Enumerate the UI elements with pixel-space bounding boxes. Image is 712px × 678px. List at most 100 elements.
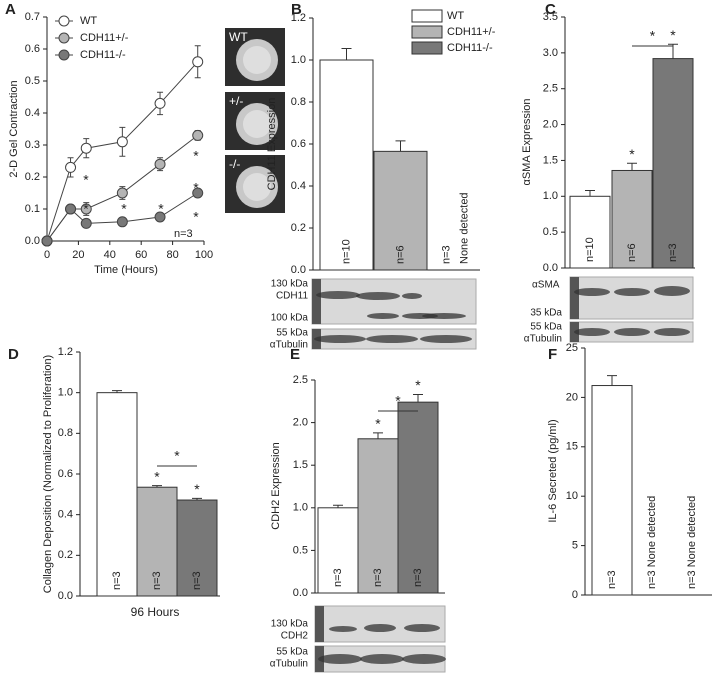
- bracket-star: *: [174, 448, 180, 464]
- blot-band: [316, 291, 360, 299]
- y-tick-label: 1.0: [58, 387, 73, 399]
- y-tick-label: 1.0: [293, 502, 308, 514]
- legend-swatch: [411, 41, 443, 55]
- error-bar: [192, 497, 202, 501]
- error-bar: [341, 47, 352, 60]
- marker: [80, 217, 92, 229]
- marker: [154, 158, 166, 170]
- blot-label: 55 kDa: [276, 647, 308, 658]
- blot-label: 55 kDa: [276, 328, 308, 339]
- bar: [96, 392, 138, 597]
- significance-star: *: [375, 416, 381, 432]
- x-tick-label: 20: [72, 249, 84, 261]
- y-tick-label: 0.6: [58, 468, 73, 480]
- legend-swatch: [411, 25, 443, 39]
- blot-band: [614, 328, 650, 336]
- blot-label: 130 kDa: [271, 619, 309, 630]
- marker: [80, 142, 92, 154]
- bar: [611, 169, 653, 269]
- y-tick-label: 0.2: [25, 171, 40, 183]
- marker: [192, 129, 204, 141]
- y-tick-label: 5: [572, 540, 578, 552]
- y-axis-label: 2-D Gel Contraction: [8, 80, 20, 177]
- legend-label: WT: [80, 15, 97, 27]
- x-tick-label: 40: [104, 249, 116, 261]
- n-label: n=3: [151, 571, 163, 590]
- image-label: +/-: [229, 94, 243, 108]
- marker: [154, 97, 166, 109]
- blot-band: [422, 313, 466, 319]
- x-tick-label: 80: [166, 249, 178, 261]
- n-label: n=6: [394, 245, 406, 264]
- error-bar: [395, 140, 406, 152]
- bar: [591, 385, 633, 596]
- blot-band: [574, 288, 610, 296]
- n-label: n=3 None detected: [646, 496, 658, 589]
- marker: [192, 56, 204, 68]
- blot-edge: [315, 606, 324, 642]
- blot-label: 35 kDa: [530, 308, 562, 319]
- blot-band: [314, 335, 366, 343]
- y-tick-label: 1.2: [291, 12, 306, 24]
- bar: [176, 499, 218, 597]
- legend-label: CDH11-/-: [80, 49, 126, 61]
- n-label: n=6: [626, 243, 638, 262]
- panel-label: D: [8, 346, 19, 363]
- n-label: n=3 None detected: [686, 496, 698, 589]
- legend-label: WT: [447, 10, 464, 22]
- blot-band: [360, 654, 404, 664]
- blot-label: 55 kDa: [530, 322, 562, 333]
- marker: [116, 216, 128, 228]
- bar: [136, 486, 178, 597]
- n-label: n=3: [412, 568, 424, 587]
- y-axis-label: Collagen Deposition (Normalized to Proli…: [42, 355, 54, 593]
- marker: [65, 203, 77, 215]
- blot-label: αTubulin: [270, 659, 308, 670]
- y-tick-label: 0.3: [25, 139, 40, 151]
- blot-band: [654, 328, 690, 336]
- y-tick-label: 1.0: [291, 54, 306, 66]
- y-tick-label: 0.6: [291, 138, 306, 150]
- significance-star: *: [193, 209, 199, 225]
- error-bar: [627, 162, 637, 171]
- n-label: n=10: [584, 237, 596, 262]
- gel-core: [243, 46, 271, 74]
- x-axis-label: 96 Hours: [131, 605, 180, 619]
- y-tick-label: 10: [566, 490, 578, 502]
- gel-core: [243, 173, 271, 201]
- blot-band: [420, 335, 472, 343]
- blot-edge: [312, 279, 321, 324]
- y-axis-label: CDH11 Expression: [266, 98, 278, 191]
- y-tick-label: 0.8: [291, 96, 306, 108]
- y-tick-label: 3.0: [543, 47, 558, 59]
- blot-label: αTubulin: [270, 340, 308, 351]
- significance-star: *: [193, 180, 199, 196]
- y-tick-label: 0.0: [25, 235, 40, 247]
- n-label: n=3: [191, 571, 203, 590]
- marker: [116, 187, 128, 199]
- y-tick-label: 0.7: [25, 11, 40, 23]
- marker: [41, 235, 53, 247]
- n-label: n=3: [667, 243, 679, 262]
- series-line: [46, 192, 198, 242]
- blot-edge: [570, 277, 579, 319]
- y-tick-label: 1.2: [58, 346, 73, 358]
- marker: [154, 211, 166, 223]
- y-tick-label: 15: [566, 441, 578, 453]
- n-label: n=3: [606, 570, 618, 589]
- blot-band: [402, 293, 422, 299]
- blot-band: [329, 626, 357, 632]
- bracket-star: *: [395, 393, 401, 409]
- blot-band: [402, 654, 446, 664]
- marker: [80, 203, 92, 215]
- image-label: WT: [229, 30, 248, 44]
- y-tick-label: 1.0: [543, 190, 558, 202]
- marker: [116, 136, 128, 148]
- error-bar: [585, 190, 595, 197]
- y-tick-label: 0.2: [291, 222, 306, 234]
- bar: [317, 507, 359, 594]
- n-label: n=3: [440, 245, 452, 264]
- significance-star: *: [193, 148, 199, 164]
- y-tick-label: 0.2: [58, 549, 73, 561]
- series-line: [46, 61, 199, 242]
